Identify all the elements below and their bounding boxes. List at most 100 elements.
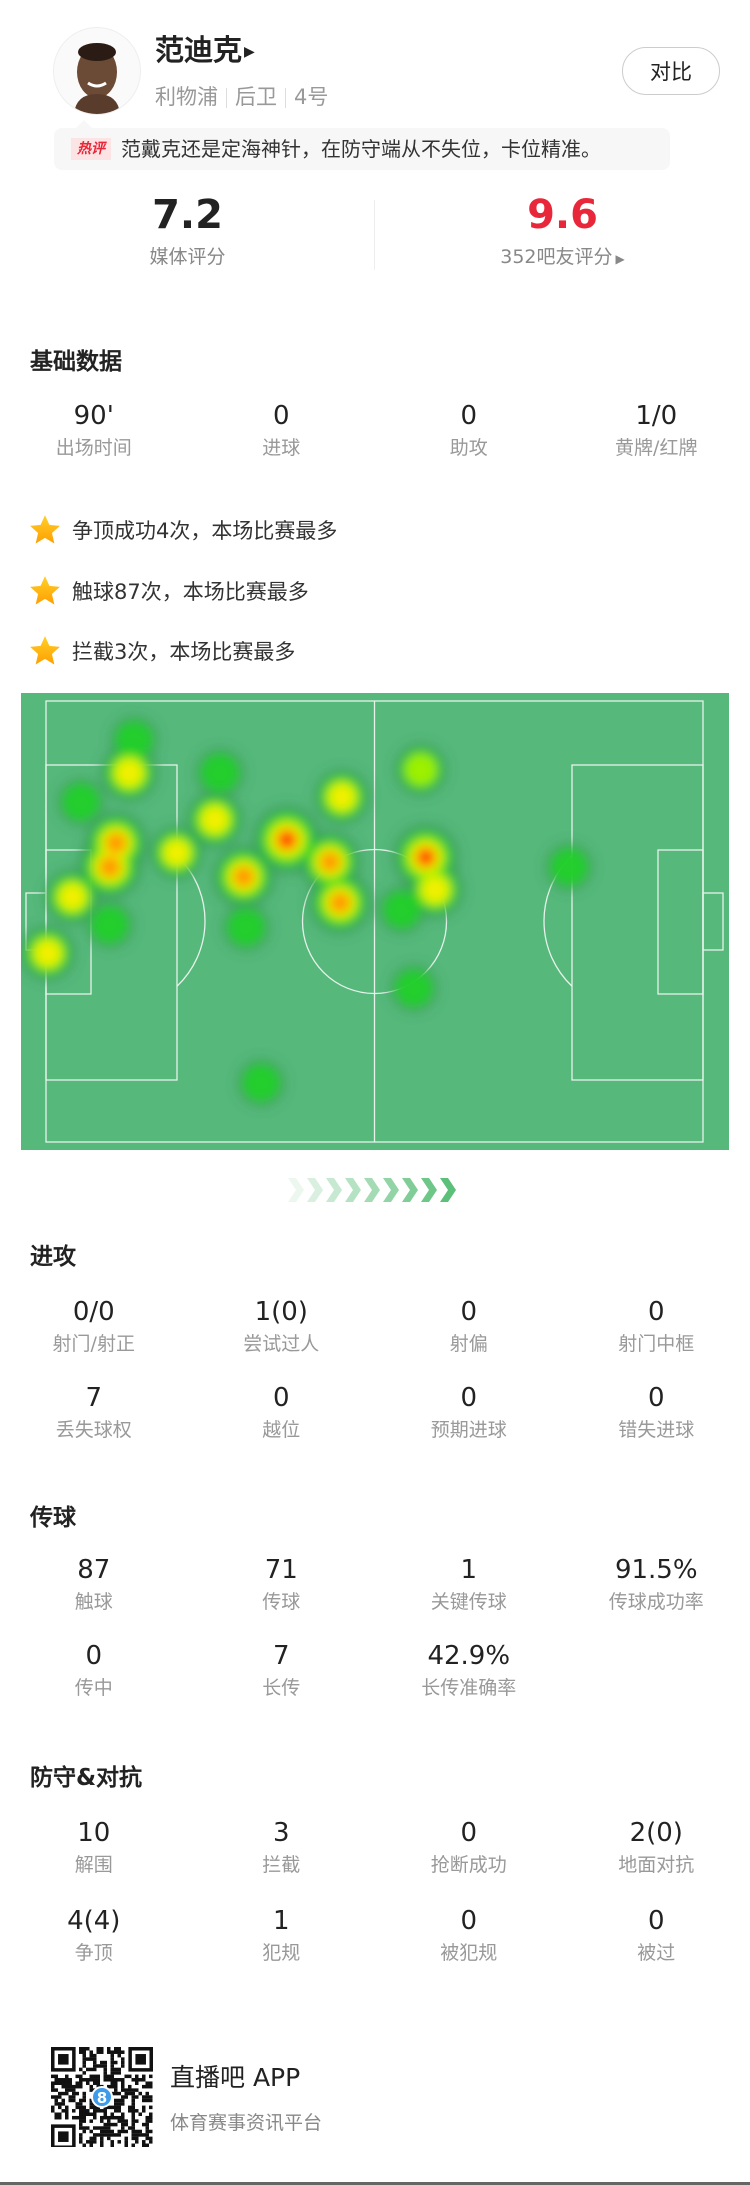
stat-label: 拦截 [262,1854,301,1876]
stat-item: 10 解围 [0,1817,188,1878]
stat-label: 助攻 [449,437,488,459]
stat-value: 87 [77,1555,111,1585]
stat-value: 90' [73,401,114,431]
stat-item: 1/0 黄牌/红牌 [563,400,750,461]
stat-label: 尝试过人 [243,1333,320,1355]
section-title-defense: 防守&对抗 [30,1765,143,1791]
stat-value: 0 [460,401,478,431]
caret-right-icon: ▶ [615,252,625,266]
hot-comment: 热评 范戴克还是定海神针，在防守端从不失位，卡位精准。 [54,120,670,170]
swipe-chevrons-icon[interactable] [288,1175,464,1209]
stat-label: 黄牌/红牌 [615,437,698,459]
heatmap-point [233,866,254,887]
chevron-right-icon [307,1178,323,1202]
qr-code: 8 [51,2047,153,2149]
stat-value: 0 [647,1297,665,1327]
app-name: 直播吧 APP [170,2063,301,2092]
stat-item: 87 触球 [0,1554,188,1615]
section-title-passing: 传球 [30,1505,76,1531]
chevron-right-icon [288,1178,304,1202]
heatmap-point [62,783,100,821]
heatmap-point [242,1064,280,1102]
stat-item: 7 长传 [188,1640,376,1701]
chevron-right-icon [383,1178,399,1202]
center-circle [301,848,448,995]
stat-item: 0 抢断成功 [375,1817,563,1878]
divider [226,88,227,108]
stat-value: 7 [272,1641,290,1671]
media-rating-label: 媒体评分 [149,246,226,268]
stat-label: 被过 [637,1942,676,1964]
stat-label: 长传准确率 [421,1677,517,1699]
fan-rating-value: 9.6 [527,192,598,238]
heatmap-point [105,832,127,854]
heatmap-point [164,840,189,865]
stat-item: 0 射门中框 [563,1296,750,1357]
stat-item: 0 传中 [0,1640,188,1701]
stat-value: 0 [460,1818,478,1848]
stat-label: 射偏 [449,1333,488,1355]
stat-item: 4(4) 争顶 [0,1905,188,1966]
chevron-right-icon [326,1178,342,1202]
stat-value: 0 [460,1297,478,1327]
highlight-item: 拦截3次，本场比赛最多 [28,633,295,669]
stat-item: 0 预期进球 [375,1382,563,1443]
stat-item: 0 越位 [188,1382,376,1443]
heatmap-point [419,850,433,865]
defense-stats-row: 10 解围 3 拦截 0 抢断成功 2(0) 地面对抗 [0,1817,750,1878]
player-number: 4号 [294,85,329,109]
goal-area [657,849,704,995]
stat-label: 进球 [262,437,301,459]
player-name[interactable]: 范迪克 ▶ [155,30,255,72]
heatmap-pitch [18,693,729,1150]
heatmap-point [279,832,294,847]
penalty-area [571,764,704,1081]
stat-item: 0 射偏 [375,1296,563,1357]
stat-label: 射门/射正 [52,1333,135,1355]
heatmap-point [320,851,341,872]
stat-item: 3 拦截 [188,1817,376,1878]
stat-label: 犯规 [262,1942,301,1964]
heatmap-point [550,848,588,886]
compare-button[interactable]: 对比 [622,47,720,95]
stat-item: 0 进球 [188,400,376,461]
stat-value: 7 [85,1383,103,1413]
media-rating: 7.2 媒体评分 [0,192,375,270]
stat-item: 0/0 射门/射正 [0,1296,188,1357]
heatmap-point [35,940,61,966]
media-rating-value: 7.2 [152,192,223,238]
stat-label: 出场时间 [55,437,132,459]
heatmap-point [227,908,265,946]
stat-label: 抢断成功 [430,1854,507,1876]
stat-label: 预期进球 [430,1419,507,1441]
heatmap-point [422,876,448,903]
team-name: 利物浦 [155,85,218,109]
highlight-item: 争顶成功4次，本场比赛最多 [28,512,337,548]
heatmap-point [395,969,433,1007]
stat-value: 2(0) [629,1818,683,1848]
rating-divider [374,200,375,270]
highlight-item: 触球87次，本场比赛最多 [28,573,309,609]
hot-comment-tag: 热评 [71,138,111,160]
stat-label: 传中 [74,1677,113,1699]
heatmap-point [329,784,355,810]
player-name-text: 范迪克 [155,33,243,67]
stat-value: 0/0 [72,1297,115,1327]
chevron-right-icon [345,1178,361,1202]
stat-label: 错失进球 [618,1419,695,1441]
attack-stats-row: 0/0 射门/射正 1(0) 尝试过人 0 射偏 0 射门中框 [0,1296,750,1357]
star-icon [30,515,60,544]
chevron-right-icon [364,1178,380,1202]
fan-rating[interactable]: 9.6 352吧友评分 ▶ [375,192,750,272]
attack-stats-row: 7 丢失球权 0 越位 0 预期进球 0 错失进球 [0,1382,750,1443]
stat-label: 解围 [74,1854,113,1876]
stat-label: 传球 [262,1591,301,1613]
section-title-basic: 基础数据 [30,349,122,375]
stat-label: 被犯规 [440,1942,498,1964]
stat-label: 越位 [262,1419,301,1441]
bottom-border [0,2182,750,2185]
stat-label: 地面对抗 [618,1854,695,1876]
heatmap-point [200,753,240,793]
stat-value: 1 [460,1555,478,1585]
stat-value: 1(0) [254,1297,308,1327]
